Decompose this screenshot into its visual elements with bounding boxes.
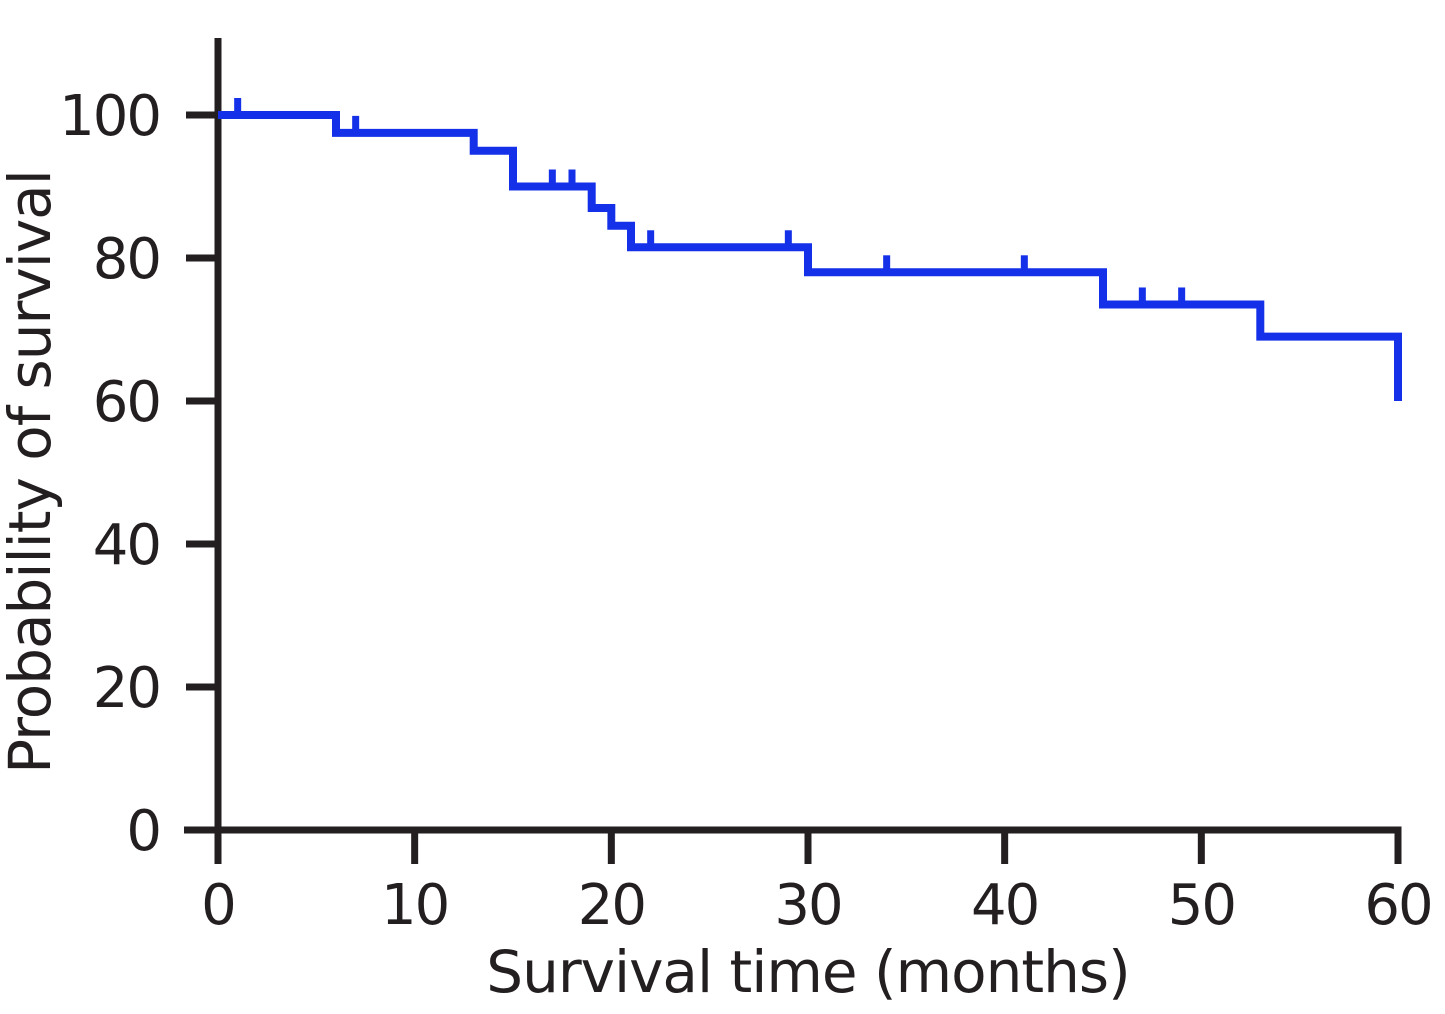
x-tick-label: 60 <box>1364 873 1431 938</box>
survival-curve-group <box>218 111 1402 401</box>
x-tick-label: 50 <box>1168 873 1235 938</box>
axes <box>184 38 1402 864</box>
y-tick-label: 0 <box>126 799 160 864</box>
y-tick-label: 100 <box>59 84 160 149</box>
x-axis-title: Survival time (months) <box>486 938 1129 1006</box>
x-tick-label: 20 <box>578 873 645 938</box>
y-tick-label: 20 <box>93 656 160 721</box>
y-axis-ticks: 0 20 40 60 80 100 <box>59 84 218 864</box>
censor-marks-group <box>234 98 1186 307</box>
survival-curve <box>218 111 1402 401</box>
x-tick-label: 30 <box>774 873 841 938</box>
x-axis-ticks: 0 10 20 30 40 50 60 <box>201 830 1434 938</box>
x-tick-label: 10 <box>381 873 448 938</box>
x-tick-label: 40 <box>971 873 1038 938</box>
y-tick-label: 40 <box>93 513 160 578</box>
x-tick-label: 0 <box>201 873 235 938</box>
y-tick-label: 60 <box>93 370 160 435</box>
y-tick-label: 80 <box>93 227 160 292</box>
y-axis-title: Probability of survival <box>0 170 64 774</box>
